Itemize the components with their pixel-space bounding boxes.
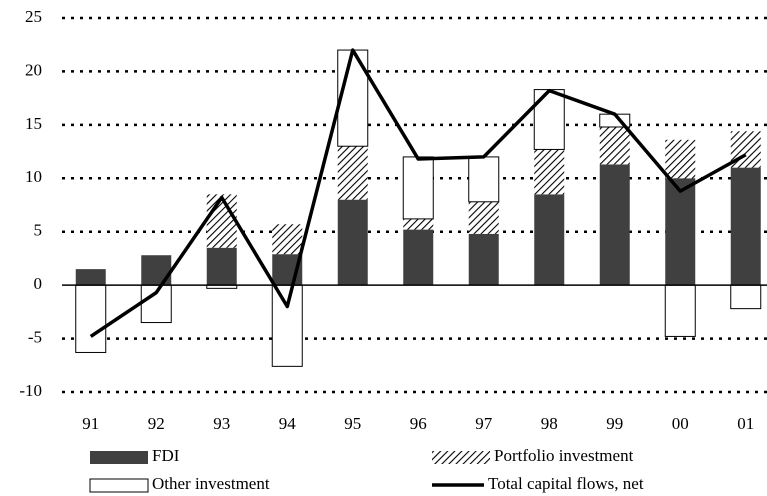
bar [730,167,761,286]
x-tick-label: 98 [541,414,558,433]
bar [402,156,434,220]
bar [403,229,434,286]
bar [75,269,106,286]
legend-label: Total capital flows, net [488,474,644,493]
bar [599,126,630,165]
bar [664,284,696,337]
bar [534,194,565,286]
y-tick-label: 10 [25,167,42,186]
bar [271,284,303,367]
bar [665,178,696,286]
y-tick-label: 5 [34,221,43,240]
x-tick-label: 99 [606,414,623,433]
bar [337,146,368,200]
bar [468,201,499,234]
line [89,48,747,338]
bar [468,156,500,203]
legend-swatch [90,451,148,464]
x-tick-label: 91 [82,414,99,433]
bar [533,89,565,150]
y-tick-label: 15 [25,114,42,133]
x-tick-label: 95 [344,414,361,433]
legend-label: FDI [152,446,180,465]
bar [468,233,499,286]
x-tick-label: 00 [672,414,689,433]
legend-swatch [432,451,490,464]
x-tick-label: 97 [475,414,493,433]
bar [272,224,303,255]
bar [337,199,368,286]
bar [730,284,762,310]
x-tick-label: 92 [148,414,165,433]
legend-swatch [89,478,149,493]
y-tick-label: 0 [34,274,43,293]
bar [403,218,434,230]
y-tick-label: -10 [19,381,42,400]
legend-label: Other investment [152,474,270,493]
bar [206,194,237,248]
legend-label: Portfolio investment [494,446,634,465]
x-tick-label: 93 [213,414,230,433]
bar [75,284,107,353]
x-tick-label: 94 [279,414,297,433]
y-tick-label: -5 [28,327,42,346]
y-tick-label: 20 [25,60,42,79]
bar [141,255,172,286]
bar [206,247,237,286]
bar [534,149,565,195]
x-tick-label: 96 [410,414,427,433]
x-tick-label: 01 [737,414,754,433]
bar [599,164,630,286]
bar [665,139,696,179]
y-tick-label: 25 [25,7,42,26]
